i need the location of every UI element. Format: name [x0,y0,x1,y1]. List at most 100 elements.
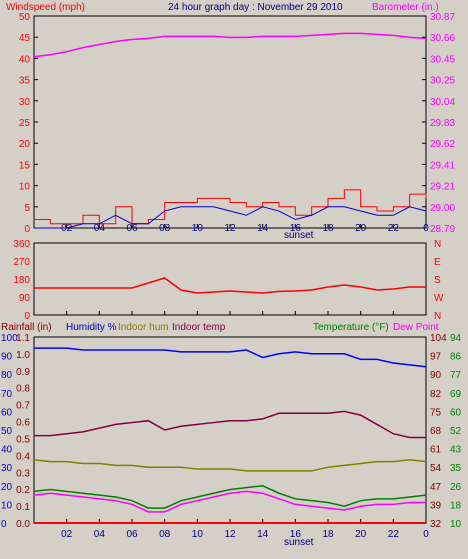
humidity-tick-label: 70 [1,389,13,400]
temp-x-tick-label: 0 [423,529,429,540]
rainfall-tick-label: 0.5 [16,434,30,445]
temperature-tick-label-b: 94 [450,333,462,344]
temp-x-tick-label: 18 [322,529,334,540]
humidity-tick-label: 80 [1,370,13,381]
rainfall-tick-label: 0.9 [16,367,30,378]
temp-x-tick-label: 16 [290,529,302,540]
rainfall-tick-label: 0.8 [16,384,30,395]
wind-x-tick-label: 16 [290,223,302,234]
barometer-tick-label: 29.00 [430,203,455,214]
windspeed-tick-label: 5 [24,203,30,214]
humidity-tick-label: 30 [1,463,13,474]
rainfall-tick-label: 0.7 [16,401,30,412]
series-line-humidity- [34,347,427,368]
series-line-dew-point [33,490,426,513]
temp-x-tick-label: 06 [126,529,138,540]
windspeed-tick-label: 25 [19,118,31,129]
direction-series [34,277,426,294]
direction-grid [66,311,427,315]
humidity-tick-label: 10 [1,500,13,511]
rainfall-tick-label: 0.1 [16,502,30,513]
wind-x-tick-label: 14 [257,223,269,234]
windspeed-tick-label: 45 [19,33,31,44]
temp-x-tick-label: 12 [224,529,236,540]
humidity-tick-label: 90 [1,352,13,363]
humidity-tick-label: 50 [1,426,13,437]
temperature-tick-label-b: 77 [450,370,462,381]
rainfall-tick-labels: 0.0 0.1 0.2 0.3 0.4 0.5 0.6 0.7 0.8 0.9 1.0 1.1 [16,333,30,530]
direction-compass-tick-label: S [434,275,441,286]
temp-x-tick-label: 08 [159,529,171,540]
series-line-temperature-f- [33,485,427,509]
rainfall-tick-label: 0.0 [16,519,30,530]
barometer-tick-labels: 28.79 29.00 29.21 29.41 29.62 29.83 30.04 30.25… [430,12,455,235]
temperature-tick-label-b: 35 [450,463,462,474]
indoor-temp-legend: Indoor temp [172,322,226,333]
temperature-tick-label-b: 26 [450,482,462,493]
humidity-tick-label: 60 [1,407,13,418]
barometer-tick-label: 30.45 [430,54,455,65]
temperature-tick-label-a: 68 [430,426,442,437]
direction-degree-tick-label: 90 [19,293,31,304]
barometer-tick-label: 28.79 [430,224,455,235]
sunset-label-2: sunset [284,537,314,548]
temperature-legend: Temperature (°F) [313,322,389,333]
humidity-tick-labels: 0 10 20 30 40 50 60 70 80 90 100 [1,333,18,530]
rainfall-tick-label: 0.6 [16,418,30,429]
barometer-tick-label: 29.62 [430,139,455,150]
direction-degree-tick-labels: 0 90 180 270 360 [13,239,30,322]
wind-x-tick-label: 12 [224,223,236,234]
temperature-tick-label-b: 10 [450,519,462,530]
temp-hum-series [33,347,427,524]
temperature-tick-label-a: 75 [430,407,442,418]
barometer-tick-label: 29.83 [430,118,455,129]
temperature-tick-label-b: 60 [450,407,462,418]
barometer-tick-label: 30.25 [430,76,455,87]
temperature-tick-label-b: 86 [450,352,462,363]
temperature-tick-label-a: 61 [430,445,442,456]
series-line-indoor-hum [33,459,427,472]
temp-x-tick-label: 02 [61,529,73,540]
direction-degree-tick-label: 180 [13,275,30,286]
rainfall-tick-label: 1.1 [16,333,30,344]
temperature-tick-label-a: 82 [430,389,442,400]
temperature-tick-label-b: 43 [450,445,462,456]
temp-x-tick-label: 20 [355,529,367,540]
wind-x-tick-label: 02 [61,223,73,234]
dewpoint-legend: Dew Point [393,322,439,333]
direction-degree-tick-label: 0 [24,311,30,322]
wind-x-tick-label: 10 [192,223,204,234]
windspeed-tick-labels: 0 5 10 15 20 25 30 35 40 45 50 [19,12,31,235]
windspeed-tick-label: 40 [19,54,31,65]
wind-baro-grid [34,15,427,229]
direction-compass-tick-label: N [434,311,441,322]
wind-baro-plot-area [33,15,427,229]
barometer-axis-label: Barometer (in.) [372,2,439,13]
series-line-wind-direction [34,277,426,294]
series-line-windspeed-avg [34,206,427,229]
indoor-hum-legend: Indoor hum [118,322,169,333]
windspeed-tick-label: 0 [24,224,30,235]
windspeed-tick-label: 20 [19,139,31,150]
wind-x-tick-label: 22 [388,223,400,234]
humidity-tick-label: 20 [1,482,13,493]
temperature-tick-label-b: 69 [450,389,462,400]
temperature-tick-label-a: 90 [430,370,442,381]
wind-x-tick-label: 0 [423,223,429,234]
wind-direction-plot-area [33,242,427,316]
temp-x-tick-label: 10 [192,529,204,540]
humidity-tick-label: 100 [1,333,18,344]
series-line-indoor-temp [34,410,426,439]
temperature-tick-labels-a: 32 39 47 54 61 68 75 82 90 97 104 [430,333,447,530]
barometer-tick-label: 29.21 [430,182,455,193]
temperature-tick-label-a: 97 [430,352,442,363]
wind-x-tick-label: 06 [126,223,138,234]
barometer-tick-label: 30.04 [430,97,455,108]
windspeed-tick-label: 50 [19,12,31,23]
temperature-tick-label-a: 104 [430,333,447,344]
barometer-tick-label: 30.66 [430,33,455,44]
temp-x-tick-label: 04 [94,529,106,540]
wind-x-tick-label: 20 [355,223,367,234]
temp-x-tick-label: 14 [257,529,269,540]
